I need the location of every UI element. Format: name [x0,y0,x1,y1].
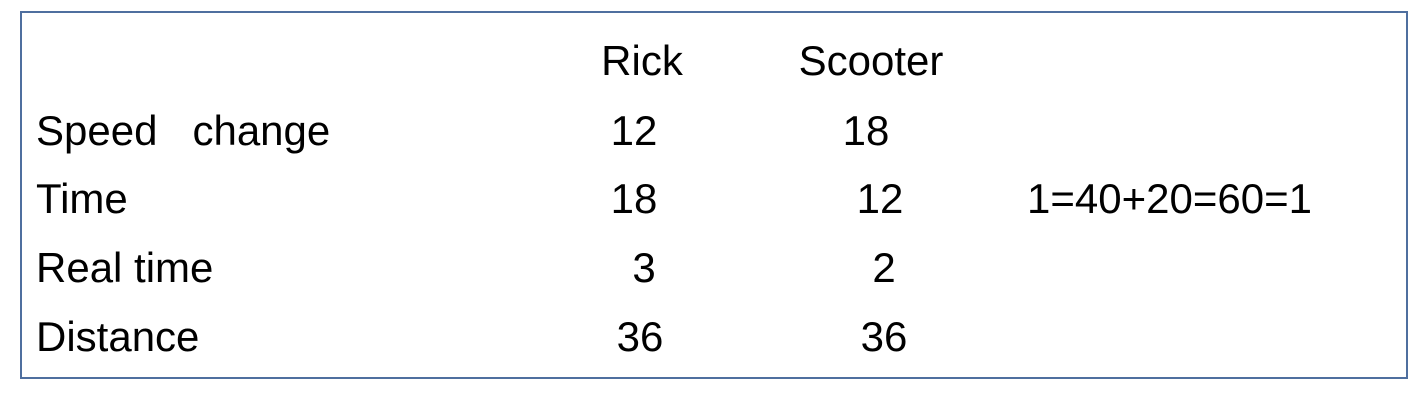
cell-rick: 12 [610,107,658,154]
cell-scooter: 12 [856,175,904,222]
row-label: Time [36,175,128,222]
cell-rick: 3 [632,244,656,291]
cell-scooter: 2 [872,244,896,291]
equation: 1=40+20=60=1 [1027,175,1312,222]
column-header-scooter: Scooter [798,37,944,84]
row-label: Real time [36,244,214,291]
row-label: Speed change [36,107,331,154]
cell-rick: 18 [610,175,658,222]
cell-rick: 36 [616,313,664,360]
cell-scooter: 18 [842,107,890,154]
column-header-rick: Rick [601,37,683,84]
cell-scooter: 36 [860,313,908,360]
row-label: Distance [36,313,200,360]
table-frame [20,11,1408,379]
